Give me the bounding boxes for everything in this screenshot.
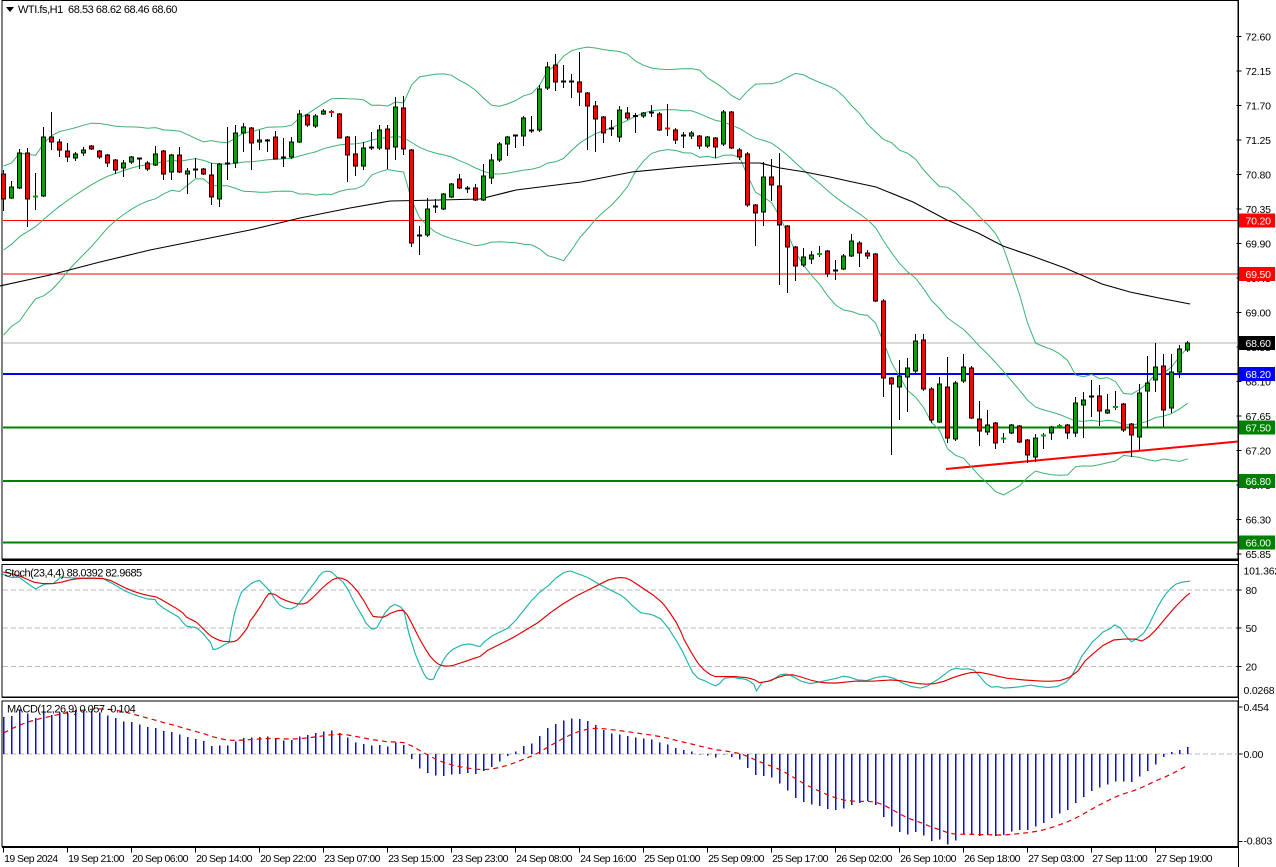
svg-text:20 Sep 14:00: 20 Sep 14:00 [196, 853, 253, 865]
svg-text:70.80: 70.80 [1246, 169, 1272, 181]
svg-text:20: 20 [1246, 662, 1258, 674]
svg-text:72.15: 72.15 [1246, 66, 1272, 78]
svg-text:19 Sep 2024: 19 Sep 2024 [4, 853, 58, 865]
svg-text:MACD(12,26,9) 0.057 -0.104: MACD(12,26,9) 0.057 -0.104 [7, 704, 136, 716]
svg-text:26 Sep 18:00: 26 Sep 18:00 [964, 853, 1021, 865]
svg-text:70.35: 70.35 [1246, 204, 1272, 216]
svg-text:-0.803: -0.803 [1244, 836, 1273, 848]
svg-text:25 Sep 01:00: 25 Sep 01:00 [644, 853, 701, 865]
svg-text:0.00: 0.00 [1244, 749, 1264, 761]
svg-text:71.25: 71.25 [1246, 135, 1272, 147]
svg-text:71.70: 71.70 [1246, 100, 1272, 112]
svg-text:25 Sep 17:00: 25 Sep 17:00 [772, 853, 829, 865]
svg-text:Stoch(23,4,4) 88.0392 82.9685: Stoch(23,4,4) 88.0392 82.9685 [5, 568, 143, 580]
svg-text:68.20: 68.20 [1246, 369, 1272, 381]
svg-text:66.30: 66.30 [1246, 515, 1272, 527]
svg-text:23 Sep 23:00: 23 Sep 23:00 [452, 853, 509, 865]
svg-text:67.50: 67.50 [1246, 422, 1272, 434]
svg-text:66.00: 66.00 [1246, 538, 1272, 550]
svg-text:66.80: 66.80 [1246, 476, 1272, 488]
svg-text:69.00: 69.00 [1246, 307, 1272, 319]
svg-text:20 Sep 22:00: 20 Sep 22:00 [260, 853, 317, 865]
svg-text:50: 50 [1246, 623, 1258, 635]
svg-text:25 Sep 09:00: 25 Sep 09:00 [708, 853, 765, 865]
svg-text:80: 80 [1246, 585, 1258, 597]
svg-text:WTI.fs,H1 68.53 68.62 68.46 6: WTI.fs,H1 68.53 68.62 68.46 68.60 [18, 4, 177, 16]
svg-text:24 Sep 16:00: 24 Sep 16:00 [580, 853, 637, 865]
svg-text:72.60: 72.60 [1246, 31, 1272, 43]
svg-text:27 Sep 11:00: 27 Sep 11:00 [1092, 853, 1148, 865]
svg-text:69.50: 69.50 [1246, 269, 1272, 281]
svg-text:70.20: 70.20 [1246, 215, 1272, 227]
svg-text:19 Sep 21:00: 19 Sep 21:00 [68, 853, 125, 865]
svg-text:27 Sep 19:00: 27 Sep 19:00 [1156, 853, 1213, 865]
svg-text:24 Sep 08:00: 24 Sep 08:00 [516, 853, 573, 865]
svg-text:23 Sep 15:00: 23 Sep 15:00 [388, 853, 445, 865]
svg-text:0.454: 0.454 [1244, 702, 1270, 714]
svg-text:68.60: 68.60 [1246, 338, 1272, 350]
svg-text:67.65: 67.65 [1246, 411, 1272, 423]
svg-text:27 Sep 03:00: 27 Sep 03:00 [1028, 853, 1085, 865]
svg-text:26 Sep 10:00: 26 Sep 10:00 [900, 853, 957, 865]
svg-text:101.3626: 101.3626 [1244, 566, 1276, 578]
svg-text:23 Sep 07:00: 23 Sep 07:00 [324, 853, 381, 865]
svg-text:0.0268: 0.0268 [1244, 685, 1275, 697]
svg-text:20 Sep 06:00: 20 Sep 06:00 [132, 853, 189, 865]
svg-text:67.20: 67.20 [1246, 446, 1272, 458]
svg-text:65.85: 65.85 [1246, 549, 1272, 561]
svg-text:26 Sep 02:00: 26 Sep 02:00 [836, 853, 893, 865]
svg-text:69.90: 69.90 [1246, 238, 1272, 250]
